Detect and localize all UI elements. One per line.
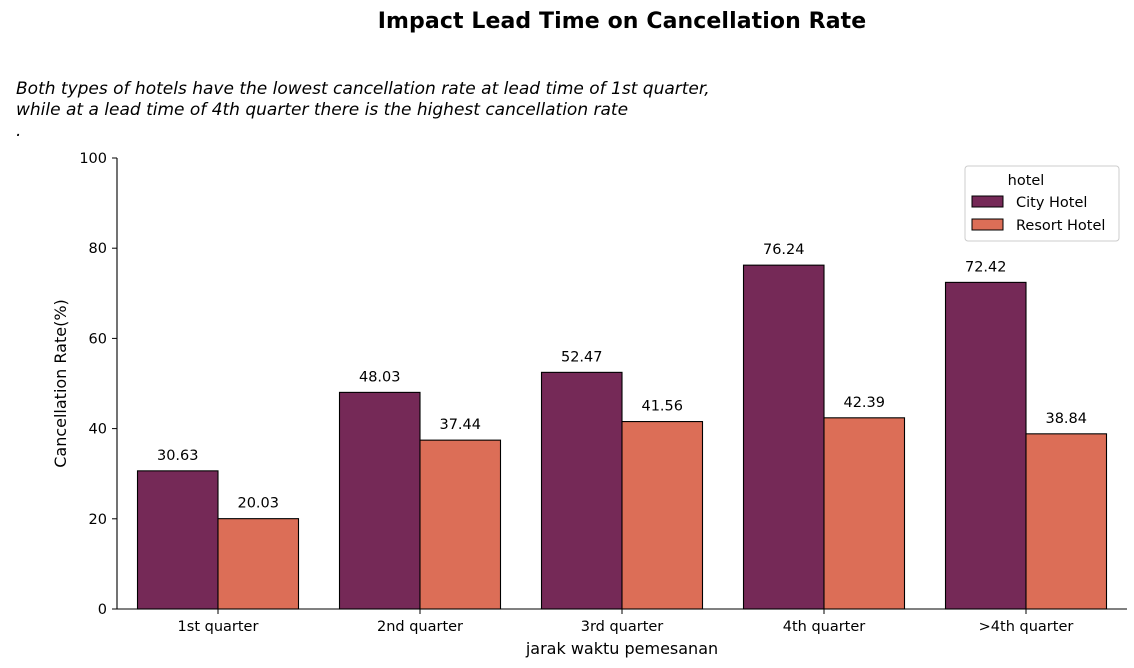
y-tick-label: 80 — [89, 241, 107, 257]
bar-value-label: 37.44 — [439, 417, 481, 433]
y-axis-title: Cancellation Rate(%) — [51, 299, 70, 468]
bar — [823, 417, 906, 610]
x-tick-label: 1st quarter — [178, 619, 259, 635]
bar — [540, 371, 623, 610]
bar — [1025, 433, 1108, 610]
bar-value-label: 76.24 — [763, 242, 805, 258]
legend-label: Resort Hotel — [1016, 218, 1105, 234]
bar — [944, 281, 1027, 610]
y-tick-label: 100 — [79, 151, 107, 167]
annotation-line-1: Both types of hotels have the lowest can… — [16, 79, 710, 99]
bar-value-label: 48.03 — [359, 369, 401, 385]
bar-value-label: 72.42 — [965, 259, 1007, 275]
y-tick-label: 20 — [89, 512, 107, 528]
legend-swatch — [971, 195, 1004, 208]
bar — [742, 264, 825, 610]
bar-value-label: 41.56 — [641, 399, 683, 415]
x-tick-label: 3rd quarter — [581, 619, 664, 635]
x-tick-label: 2nd quarter — [377, 619, 463, 635]
legend-title: hotel — [1008, 173, 1045, 189]
x-tick-label: 4th quarter — [783, 619, 866, 635]
chart-title: Impact Lead Time on Cancellation Rate — [377, 9, 867, 34]
x-axis-title: jarak waktu pemesanan — [525, 639, 718, 658]
x-tick-label: >4th quarter — [979, 619, 1074, 635]
bar-value-label: 30.63 — [157, 448, 199, 464]
bar — [338, 391, 421, 610]
bar — [419, 439, 502, 610]
annotation-line-3: . — [16, 121, 22, 141]
y-tick-label: 0 — [98, 602, 107, 618]
bar-value-label: 52.47 — [561, 349, 603, 365]
legend-swatch — [971, 218, 1004, 231]
y-tick-label: 40 — [89, 422, 107, 438]
bar-value-label: 42.39 — [843, 395, 885, 411]
bar-value-label: 20.03 — [237, 496, 279, 512]
y-tick-label: 60 — [89, 331, 107, 347]
bar — [136, 470, 219, 610]
legend-label: City Hotel — [1016, 195, 1087, 211]
annotation-line-2: while at a lead time of 4th quarter ther… — [16, 100, 629, 120]
bar — [217, 518, 300, 610]
chart-annotation: Both types of hotels have the lowest can… — [16, 79, 710, 142]
bar-value-label: 38.84 — [1045, 411, 1087, 427]
bar — [621, 421, 704, 610]
